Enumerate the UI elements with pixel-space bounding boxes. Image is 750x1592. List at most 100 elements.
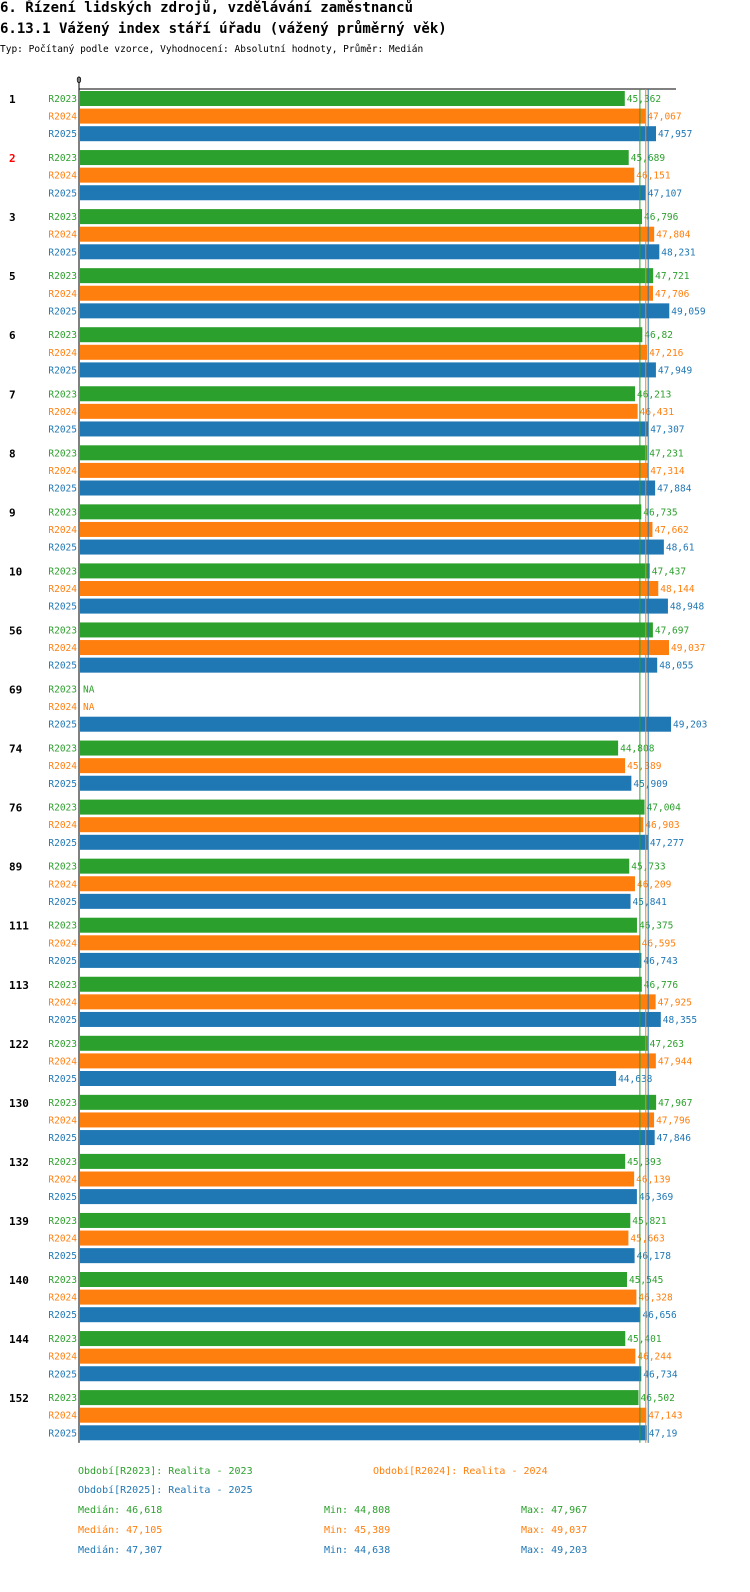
category-label: 152: [9, 1392, 29, 1405]
series-label: R2025: [48, 1251, 77, 1262]
data-label: 47,107: [648, 188, 682, 199]
data-label: 47,846: [657, 1133, 692, 1144]
series-label: R2024: [48, 938, 77, 949]
series-label: R2025: [48, 838, 77, 849]
bar-r2024: [80, 344, 648, 360]
series-label: R2023: [48, 862, 77, 873]
category-label: 6: [9, 329, 16, 342]
data-label: 45,841: [633, 897, 668, 908]
category-label: 74: [9, 743, 23, 756]
series-label: R2023: [48, 1098, 77, 1109]
data-label: 47,143: [648, 1411, 682, 1422]
series-label: R2024: [48, 1115, 77, 1126]
bar-r2024: [80, 581, 659, 596]
legend-r2024: Období[R2024]: Realita - 2024: [373, 1466, 548, 1477]
data-label: 48,055: [659, 661, 693, 672]
series-label: R2024: [48, 407, 77, 418]
data-label: 47,925: [658, 997, 692, 1008]
series-label: R2025: [48, 543, 77, 554]
series-label: R2023: [48, 625, 77, 636]
series-label: R2024: [48, 525, 77, 536]
category-label: 130: [9, 1097, 29, 1110]
bar-r2025: [80, 775, 632, 791]
data-label: 46,82: [644, 330, 673, 341]
bar-r2023: [80, 327, 643, 343]
bar-r2024: [80, 1112, 655, 1128]
category-label: 111: [9, 920, 29, 933]
data-label: 48,61: [666, 543, 695, 554]
data-label: 47,19: [649, 1428, 678, 1439]
series-label: R2025: [48, 247, 77, 258]
bar-r2023: [80, 1212, 631, 1228]
data-label: 46,595: [642, 938, 676, 949]
data-label: 45,663: [630, 1234, 664, 1245]
series-label: R2024: [48, 702, 77, 713]
stat-min-r2023: Min: 44,808: [324, 1505, 391, 1516]
data-label: 45,909: [633, 779, 668, 790]
bar-r2025: [80, 716, 671, 732]
stat-median-r2023: Medián: 46,618: [78, 1505, 163, 1516]
bar-r2025: [80, 126, 657, 142]
stat-max-r2023: Max: 47,967: [521, 1505, 588, 1516]
bar-r2025: [80, 952, 642, 968]
data-label: 48,948: [670, 602, 705, 613]
data-label: 47,884: [657, 484, 692, 495]
bar-r2025: [80, 421, 649, 437]
series-label: R2024: [48, 997, 77, 1008]
chart-subtitle: Typ: Počítaný podle vzorce, Vyhodnocení:…: [0, 44, 424, 55]
legend-r2023: Období[R2023]: Realita - 2023: [78, 1466, 253, 1477]
series-label: R2025: [48, 306, 77, 317]
series-label: R2025: [48, 956, 77, 967]
category-label: 7: [9, 388, 16, 401]
bar-r2023: [80, 504, 642, 520]
bar-r2024: [80, 403, 638, 419]
series-label: R2024: [48, 289, 77, 300]
bar-r2024: [80, 1348, 636, 1364]
legend-r2025: Období[R2025]: Realita - 2025: [78, 1485, 253, 1496]
stat-max-r2024: Max: 49,037: [521, 1525, 588, 1536]
bar-r2024: [80, 817, 644, 833]
series-label: R2023: [48, 1393, 77, 1404]
bar-r2025: [80, 1011, 661, 1027]
data-label: 47,216: [649, 348, 684, 359]
bar-r2024: [80, 640, 670, 656]
series-label: R2024: [48, 1411, 77, 1422]
data-label: 46,431: [640, 407, 675, 418]
bar-r2025: [80, 1425, 647, 1441]
series-label: R2024: [48, 1056, 77, 1067]
category-label: 113: [9, 979, 29, 992]
series-label: R2025: [48, 484, 77, 495]
series-label: R2025: [48, 720, 77, 731]
series-label: R2023: [48, 1039, 77, 1050]
series-label: R2024: [48, 879, 77, 890]
bar-r2024: [80, 994, 656, 1010]
bar-r2025: [80, 185, 646, 201]
data-label: 47,307: [650, 424, 684, 435]
series-label: R2023: [48, 153, 77, 164]
series-label: R2023: [48, 685, 77, 696]
series-label: R2025: [48, 897, 77, 908]
series-label: R2024: [48, 348, 77, 359]
data-label: 47,949: [658, 365, 693, 376]
category-label: 132: [9, 1156, 29, 1169]
bar-r2025: [80, 598, 668, 614]
data-label: 47,263: [650, 1039, 684, 1050]
bar-r2024: [80, 935, 640, 951]
category-label: 76: [9, 802, 23, 815]
bar-r2023: [80, 622, 653, 638]
series-label: R2024: [48, 1352, 77, 1363]
bar-r2023: [80, 1153, 626, 1169]
bar-r2024: [80, 876, 635, 892]
series-label: R2023: [48, 1157, 77, 1168]
data-label: 47,277: [650, 838, 684, 849]
bar-r2024: [80, 1289, 637, 1305]
bar-r2024: [80, 462, 649, 478]
series-label: R2024: [48, 643, 77, 654]
bar-r2024: [80, 1171, 635, 1187]
series-label: R2025: [48, 188, 77, 199]
chart-title: 6.13.1 Vážený index stáří úřadu (vážený …: [0, 21, 447, 37]
bar-r2024: [80, 1230, 629, 1246]
category-label: 9: [9, 506, 16, 519]
category-label: 139: [9, 1215, 29, 1228]
category-label: 8: [9, 447, 16, 460]
